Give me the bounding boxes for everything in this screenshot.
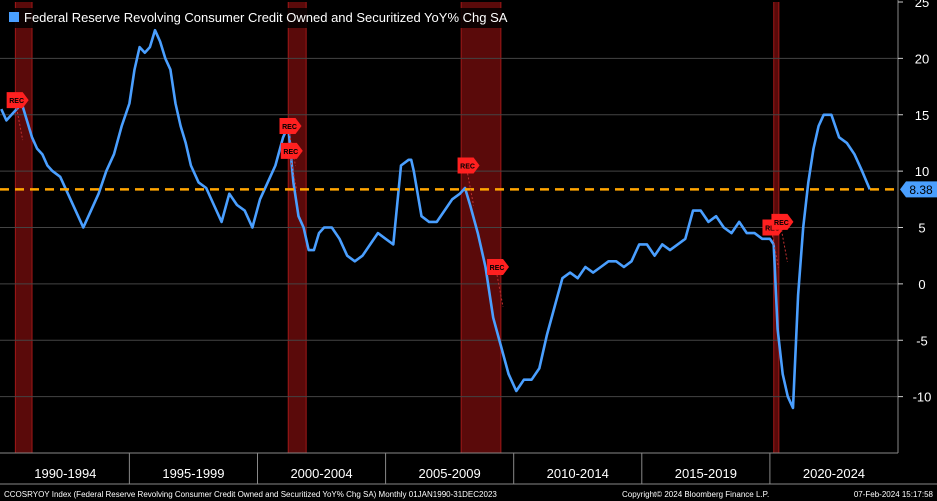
rec-marker-tag	[457, 157, 480, 174]
y-tick-label: 10	[915, 164, 929, 179]
rec-marker-0: REC	[6, 92, 29, 141]
rec-marker-4: REC	[487, 258, 510, 308]
grid-lines	[0, 0, 899, 454]
rec-marker-leader	[780, 229, 788, 262]
rec-marker-label: REC	[460, 163, 475, 170]
legend: Federal Reserve Revolving Consumer Credi…	[6, 8, 512, 28]
x-tick-label: 2020-2024	[803, 466, 865, 481]
plot-area	[0, 28, 871, 410]
y-tick-label: 20	[915, 51, 929, 66]
x-tick-label: 2005-2009	[419, 466, 481, 481]
rec-marker-label: REC	[9, 98, 24, 105]
rec-marker-6: REC	[771, 213, 794, 262]
y-tick-label: 15	[915, 108, 929, 123]
rec-marker-leader	[496, 274, 504, 308]
rec-marker-tag	[6, 92, 29, 109]
rec-markers: RECRECRECRECRECRECREC	[6, 92, 794, 308]
rec-marker-tag	[487, 258, 510, 275]
x-axis: 1990-1994 1995-1999 2000-2004 2005-2009 2010…	[0, 453, 937, 485]
rec-marker-tag	[280, 142, 303, 159]
x-tick-label: 2010-2014	[547, 466, 609, 481]
rec-marker-label: REC	[282, 124, 297, 131]
x-tick-label: 2000-2004	[290, 466, 352, 481]
last-value-label: 8.38	[909, 183, 933, 197]
x-tick-label: 1990-1994	[34, 466, 96, 481]
x-tick-label: 1995-1999	[162, 466, 224, 481]
y-tick-label: 0	[918, 277, 925, 292]
series-line	[0, 28, 871, 410]
rec-marker-tag	[279, 118, 302, 135]
rec-marker-leader	[467, 173, 475, 206]
rec-marker-label: REC	[283, 149, 298, 156]
footer-timestamp: 07-Feb-2024 15:17:58	[854, 490, 934, 499]
footer-copyright: Copyright© 2024 Bloomberg Finance L.P.	[622, 490, 769, 499]
footer: CCOSRYOY Index (Federal Reserve Revolvin…	[4, 490, 934, 499]
rec-marker-label: REC	[490, 265, 505, 272]
rec-marker-leader	[771, 235, 779, 268]
rec-marker-leader	[290, 158, 298, 191]
rec-marker-3: REC	[457, 157, 480, 206]
rec-marker-tag	[771, 213, 794, 230]
y-tick-label: -5	[916, 333, 928, 348]
x-tick-label: 2015-2019	[675, 466, 737, 481]
last-value-box	[900, 181, 937, 198]
y-axis: 25 20 15 10 5 0 -5 -10 8.38	[898, 0, 937, 405]
rec-marker-label: REC	[774, 220, 789, 227]
y-tick-label: 5	[918, 221, 925, 236]
last-value-tag: 8.38	[900, 181, 937, 198]
y-tick-label: 25	[915, 0, 929, 10]
rec-marker-leader	[16, 108, 24, 141]
y-tick-label: -10	[913, 390, 932, 405]
legend-label: Federal Reserve Revolving Consumer Credi…	[24, 10, 508, 25]
rec-marker-2: REC	[280, 142, 303, 191]
legend-swatch	[9, 12, 19, 22]
footer-left: CCOSRYOY Index (Federal Reserve Revolvin…	[4, 490, 497, 499]
